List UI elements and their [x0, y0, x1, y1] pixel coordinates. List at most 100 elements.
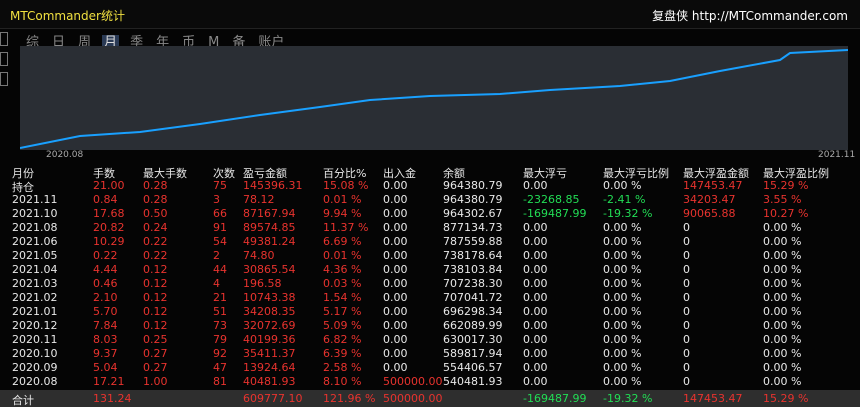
row-label: 2021.02	[12, 291, 58, 304]
table-cell: 0.00 %	[603, 361, 642, 374]
table-cell: 589817.94	[443, 347, 503, 360]
table-cell: 0.00	[383, 291, 408, 304]
table-cell: 0.22	[93, 249, 118, 262]
table-cell: 0.00 %	[603, 235, 642, 248]
column-header: 最大浮亏	[523, 167, 567, 180]
chart-end-date: 2021.11	[818, 150, 856, 160]
table-cell: 0	[683, 375, 690, 388]
table-cell: 500000.00	[383, 375, 443, 388]
table-cell: 964302.67	[443, 207, 503, 220]
table-cell: 0.00 %	[763, 249, 802, 262]
table-cell: 0.22	[143, 235, 168, 248]
table-cell: 3.55 %	[763, 193, 802, 206]
table-cell: 10743.38	[243, 291, 296, 304]
table-cell: 0.00	[383, 221, 408, 234]
table-cell: 0.00 %	[763, 375, 802, 388]
table-cell: 630017.30	[443, 333, 503, 346]
table-cell: 49381.24	[243, 235, 296, 248]
table-cell: 554406.57	[443, 361, 503, 374]
total-cell: 147453.47	[683, 392, 743, 405]
column-header: 出入金	[383, 167, 416, 180]
table-cell: 0.00	[383, 263, 408, 276]
table-cell: 877134.73	[443, 221, 503, 234]
row-label: 2020.09	[12, 361, 58, 374]
table-cell: 34208.35	[243, 305, 296, 318]
table-cell: 0.00	[383, 235, 408, 248]
column-header: 盈亏金额	[243, 167, 287, 180]
table-cell: 0	[683, 277, 690, 290]
table-cell: 4.36 %	[323, 263, 362, 276]
table-cell: 0.12	[143, 319, 168, 332]
table-cell: 0.00	[383, 179, 408, 192]
table-cell: 74.80	[243, 249, 275, 262]
table-cell: 0.00	[523, 333, 548, 346]
table-cell: 13924.64	[243, 361, 296, 374]
table-cell: 0	[683, 305, 690, 318]
table-cell: 9.94 %	[323, 207, 362, 220]
row-label: 2021.04	[12, 263, 58, 276]
table-cell: 0.25	[143, 333, 168, 346]
side-icon	[0, 32, 8, 46]
table-cell: 0.12	[143, 277, 168, 290]
column-header: 手数	[93, 167, 115, 180]
table-cell: 0.00 %	[763, 277, 802, 290]
table-cell: 707041.72	[443, 291, 503, 304]
table-cell: 0.00 %	[603, 249, 642, 262]
table-cell: 0.00	[383, 207, 408, 220]
table-cell: 738103.84	[443, 263, 503, 276]
row-label: 2021.03	[12, 277, 58, 290]
brand[interactable]: 复盘侠 http://MTCommander.com	[652, 9, 848, 23]
table-cell: -23268.85	[523, 193, 580, 206]
table-cell: 0.27	[143, 347, 168, 360]
table-cell: 0.00	[523, 375, 548, 388]
table-cell: 0.12	[143, 305, 168, 318]
table-cell: 2.10	[93, 291, 118, 304]
table-cell: 47	[213, 361, 227, 374]
table-cell: 6.69 %	[323, 235, 362, 248]
table-cell: 0.00 %	[603, 263, 642, 276]
table-cell: 145396.31	[243, 179, 303, 192]
chart-start-date: 2020.08	[46, 150, 84, 160]
table-cell: 0.00	[523, 361, 548, 374]
table-cell: 0.00 %	[763, 361, 802, 374]
table-cell: 787559.88	[443, 235, 503, 248]
total-cell: 121.96 %	[323, 392, 376, 405]
table-cell: 0.00	[523, 235, 548, 248]
tab[interactable]: M	[208, 35, 220, 50]
table-cell: 0.24	[143, 221, 168, 234]
table-cell: 0.00 %	[603, 179, 642, 192]
table-cell: 964380.79	[443, 179, 503, 192]
table-cell: 0.00	[523, 305, 548, 318]
table-cell: 87167.94	[243, 207, 296, 220]
table-cell: 0.00	[383, 319, 408, 332]
row-label: 2020.10	[12, 347, 58, 360]
table-cell: 0.00	[383, 361, 408, 374]
table-cell: 0.00 %	[603, 291, 642, 304]
table-cell: 0.00	[523, 319, 548, 332]
table-cell: 0.27	[143, 361, 168, 374]
table-cell: 707238.30	[443, 277, 503, 290]
side-icon	[0, 52, 8, 66]
table-cell: 2.58 %	[323, 361, 362, 374]
table-cell: 10.29	[93, 235, 125, 248]
table-cell: 20.82	[93, 221, 125, 234]
table-cell: 6.39 %	[323, 347, 362, 360]
table-cell: 0.03 %	[323, 277, 362, 290]
table-cell: 5.09 %	[323, 319, 362, 332]
row-label: 2021.10	[12, 207, 58, 220]
total-cell: 500000.00	[383, 392, 443, 405]
column-header: 最大手数	[143, 167, 187, 180]
table-cell: 66	[213, 207, 227, 220]
table-cell: 0.00	[523, 221, 548, 234]
table-cell: 40199.36	[243, 333, 296, 346]
table-cell: 964380.79	[443, 193, 503, 206]
window-title: MTCommander统计	[10, 9, 125, 23]
table-cell: 6.82 %	[323, 333, 362, 346]
table-cell: 75	[213, 179, 227, 192]
row-label: 2020.12	[12, 319, 58, 332]
table-cell: 147453.47	[683, 179, 743, 192]
table-cell: 0.00 %	[603, 319, 642, 332]
table-cell: 0.12	[143, 291, 168, 304]
table-cell: 0.00 %	[763, 235, 802, 248]
